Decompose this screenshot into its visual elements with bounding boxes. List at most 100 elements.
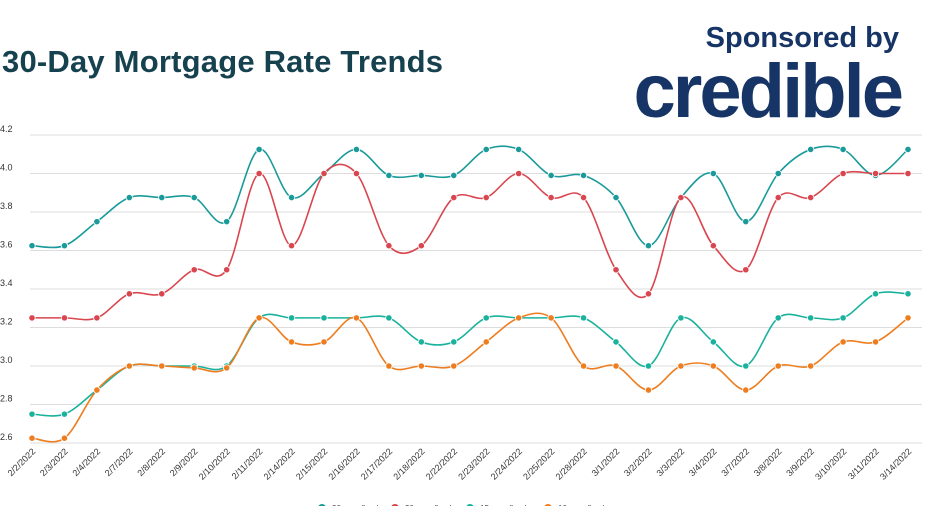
data-point [223,218,231,226]
x-tick-label: 2/3/2022 [38,446,70,478]
series-line [31,145,909,249]
data-point [482,193,490,202]
x-tick-label: 2/7/2022 [103,446,135,478]
data-point [612,362,620,370]
data-point [255,145,263,154]
series-line [31,163,908,321]
data-point [579,314,588,322]
data-point [807,362,815,370]
data-point [871,290,880,298]
x-tick-label: 2/16/2022 [326,446,361,481]
data-point [450,338,458,346]
data-point [774,362,782,370]
data-point [482,145,490,154]
data-point [417,362,425,370]
data-point [255,314,263,322]
data-point [287,242,296,250]
data-point [612,338,620,346]
data-point [644,362,653,370]
x-tick-label: 3/9/2022 [784,446,816,478]
x-tick-label: 3/10/2022 [813,446,848,481]
data-point [482,338,490,346]
x-tick-label: 2/23/2022 [456,446,491,481]
data-point [190,266,198,274]
data-point [774,169,782,178]
data-point [255,169,263,178]
data-point [60,314,69,322]
data-point [60,410,69,418]
data-point [385,314,393,322]
data-point [320,169,328,178]
data-point [515,145,523,154]
data-point [450,171,458,180]
x-tick-label: 2/4/2022 [70,446,102,478]
data-point [190,364,198,372]
series-line [31,291,909,417]
x-tick-label: 3/14/2022 [878,446,913,481]
y-tick-label: 3.6 [0,240,13,250]
data-point [223,364,231,372]
data-point [644,290,653,298]
data-point [871,338,880,346]
data-point [904,290,912,298]
data-point [547,314,555,322]
y-tick-label: 3.2 [0,317,13,327]
data-point [579,171,588,180]
data-point [644,242,653,250]
data-point [450,362,458,370]
data-point [709,338,717,346]
x-tick-label: 3/8/2022 [752,446,784,478]
x-tick-label: 2/11/2022 [230,446,265,481]
data-point [28,314,36,322]
data-point [579,362,588,370]
data-point [612,266,620,274]
x-tick-label: 3/4/2022 [687,446,719,478]
data-point [677,362,685,370]
data-point [125,290,133,298]
x-tick-label: 3/2/2022 [622,446,654,478]
data-point [839,338,847,346]
data-point [904,314,912,322]
data-point [320,314,328,322]
credible-logo: credible [633,49,904,134]
legend-label: 30-year fixed [332,504,378,506]
x-tick-label: 2/17/2022 [359,446,394,481]
legend-label: 15-year fixed [480,504,526,506]
data-point [709,362,717,370]
x-tick-label: 2/2/2022 [6,446,38,478]
y-tick-label: 3.4 [0,278,13,288]
data-point [352,145,361,154]
data-point [287,314,296,322]
data-point [807,314,815,322]
x-tick-label: 2/28/2022 [554,446,589,481]
data-point [125,362,133,370]
x-tick-label: 2/15/2022 [294,446,329,481]
data-point [515,314,523,322]
data-point [28,242,36,250]
data-point [547,193,555,202]
data-point [871,169,880,178]
x-tick-label: 3/7/2022 [719,446,751,478]
data-point [709,169,717,178]
y-tick-label: 3.8 [0,201,13,211]
data-point [839,169,847,178]
x-tick-label: 2/9/2022 [168,446,200,478]
data-point [547,171,555,180]
y-tick-label: 2.6 [0,432,13,442]
data-point [287,338,296,346]
data-point [677,193,685,202]
data-point [93,314,101,322]
x-tick-label: 2/25/2022 [521,446,556,481]
data-point [904,145,912,154]
sponsor-label: Sponsored by [705,22,899,54]
data-point [190,193,198,202]
data-point [742,386,750,394]
x-tick-label: 2/8/2022 [135,446,167,478]
data-point [742,218,750,226]
x-tick-label: 3/11/2022 [846,446,881,481]
data-point [904,169,912,178]
data-point [385,242,393,250]
y-tick-label: 4.0 [0,163,13,173]
x-tick-label: 2/22/2022 [424,446,459,481]
data-point [612,193,620,202]
